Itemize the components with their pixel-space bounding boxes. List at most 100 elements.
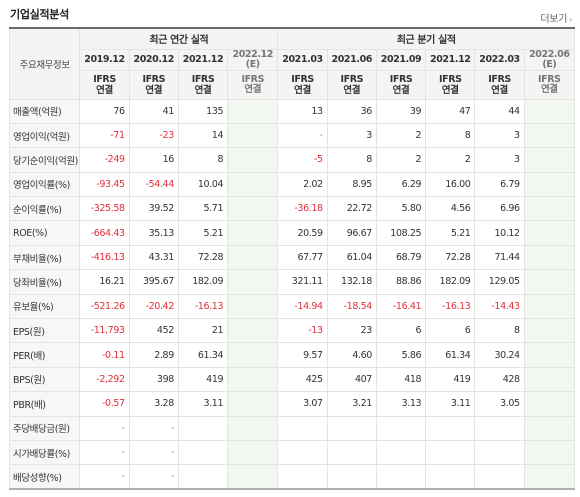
table-cell: 8 [474, 318, 525, 344]
table-cell: 5.86 [375, 342, 427, 368]
table-cell: 8 [326, 147, 377, 173]
table-cell: 419 [425, 366, 476, 393]
table-cell: 67.77 [277, 244, 328, 271]
table-row: 영업이익률(%) -93.45 -54.44 10.04 2.02 8.95 6.29 16.… [8, 171, 576, 198]
table-cell [375, 439, 427, 466]
table-cell [523, 439, 576, 466]
ifrs-bottom: 연결 [96, 84, 113, 96]
table-cell [474, 415, 525, 441]
table-cell: -71 [79, 122, 130, 149]
table-cell [474, 439, 525, 466]
table-cell: 10.04 [177, 171, 229, 198]
table-cell: 72.28 [425, 244, 476, 271]
table-cell: -664.43 [79, 220, 130, 246]
more-link[interactable]: 더보기 › [540, 10, 572, 25]
table-cell [177, 415, 229, 441]
row-label: 영업이익(억원) [8, 122, 81, 149]
table-cell: -521.26 [79, 293, 130, 320]
table-cell: 43.31 [128, 244, 179, 271]
table-row: EPS(원) -11,793 452 21 -13 23 6 6 8 [8, 318, 576, 344]
table-row: 부채비율(%) -416.13 43.31 72.28 67.77 61.04 68.79 7… [8, 244, 576, 271]
table-cell: -54.44 [128, 171, 179, 198]
table-cell: -18.54 [326, 293, 377, 320]
ifrs-bottom: 연결 [441, 84, 459, 96]
table-cell: - [128, 439, 179, 466]
ifrs-top: IFRS [389, 73, 413, 85]
table-cell: 6.29 [375, 171, 427, 198]
row-label: 영업이익률(%) [8, 171, 81, 198]
table-cell: 16.21 [79, 269, 130, 295]
table-cell [277, 415, 328, 441]
table-cell: 21 [177, 318, 229, 344]
table-cell: 407 [326, 366, 377, 393]
row-label: 유보율(%) [8, 293, 81, 320]
chevron-right-icon: › [569, 15, 572, 24]
table-cell: 96.67 [326, 220, 377, 246]
table-cell: 23 [326, 318, 377, 344]
table-cell: -14.43 [474, 293, 525, 320]
table-cell: 22.72 [326, 196, 377, 222]
corner-label: 주요재무정보 [8, 27, 81, 100]
ifrs-bottom: 연결 [294, 84, 311, 96]
table-cell: 47 [425, 98, 476, 124]
table-cell: -16.13 [177, 293, 229, 320]
table-cell: 3 [474, 147, 525, 173]
period-header: 2021.09 [375, 48, 427, 71]
table-cell [227, 342, 279, 368]
table-cell: 16 [128, 147, 179, 173]
table-cell [326, 415, 377, 441]
ifrs-label: IFRS 연결 [227, 69, 279, 100]
table-cell: 30.24 [474, 342, 525, 368]
table-cell [227, 122, 279, 149]
table-cell [523, 220, 576, 246]
quarter-group-header: 최근 분기 실적 [277, 27, 575, 50]
ifrs-top: IFRS [538, 73, 561, 85]
table-cell [227, 293, 279, 320]
ifrs-top: IFRS [241, 73, 265, 85]
row-label: PER(배) [8, 342, 81, 368]
ifrs-label: IFRS 연결 [523, 69, 576, 100]
table-row: 당기순이익(억원) -249 16 8 -5 8 2 2 3 [8, 147, 576, 173]
table-cell: 72.28 [177, 244, 229, 271]
table-cell: 20.59 [277, 220, 328, 246]
table-cell: 36 [326, 98, 377, 124]
table-cell: 4.60 [326, 342, 377, 368]
table-cell: 3 [326, 122, 377, 149]
financial-summary-table: 주요재무정보 최근 연간 실적 최근 분기 실적 2019.12 2020.12 2… [8, 27, 576, 491]
annual-group-header: 최근 연간 실적 [79, 27, 279, 50]
table-cell [375, 464, 427, 491]
table-cell: 182.09 [425, 269, 476, 295]
row-label: ROE(%) [8, 220, 81, 246]
table-cell: -325.58 [79, 196, 130, 222]
period-label: 2022.06 [529, 49, 570, 60]
ifrs-label: IFRS 연결 [79, 69, 130, 100]
table-cell: -2,292 [79, 366, 130, 393]
table-cell [425, 439, 476, 466]
row-label: 시가배당률(%) [8, 439, 81, 466]
table-cell [227, 415, 279, 441]
table-cell: 425 [277, 366, 328, 393]
table-cell: 6.79 [474, 171, 525, 198]
table-cell: 419 [177, 366, 229, 393]
table-cell: -5 [277, 147, 328, 173]
period-header: 2019.12 [79, 48, 130, 71]
table-cell: 3.28 [128, 391, 179, 417]
table-cell: 14 [177, 122, 229, 149]
table-row: BPS(원) -2,292 398 419 425 407 418 419 428 [8, 366, 576, 393]
table-cell [326, 464, 377, 491]
table-cell: 418 [375, 366, 427, 393]
table-cell: 16.00 [425, 171, 476, 198]
table-cell: 5.21 [425, 220, 476, 246]
table-cell [523, 98, 576, 124]
estimate-marker: (E) [542, 58, 557, 70]
table-cell [227, 147, 279, 173]
row-label: 당좌비율(%) [8, 269, 81, 295]
row-label: 주당배당금(원) [8, 415, 81, 441]
table-cell [523, 122, 576, 149]
table-cell: 44 [474, 98, 525, 124]
table-row: 유보율(%) -521.26 -20.42 -16.13 -14.94 -18.54 -16… [8, 293, 576, 320]
table-cell: - [79, 439, 130, 466]
period-header: 2022.12 (E) [227, 48, 279, 71]
table-cell [227, 98, 279, 124]
table-cell: - [128, 464, 179, 491]
